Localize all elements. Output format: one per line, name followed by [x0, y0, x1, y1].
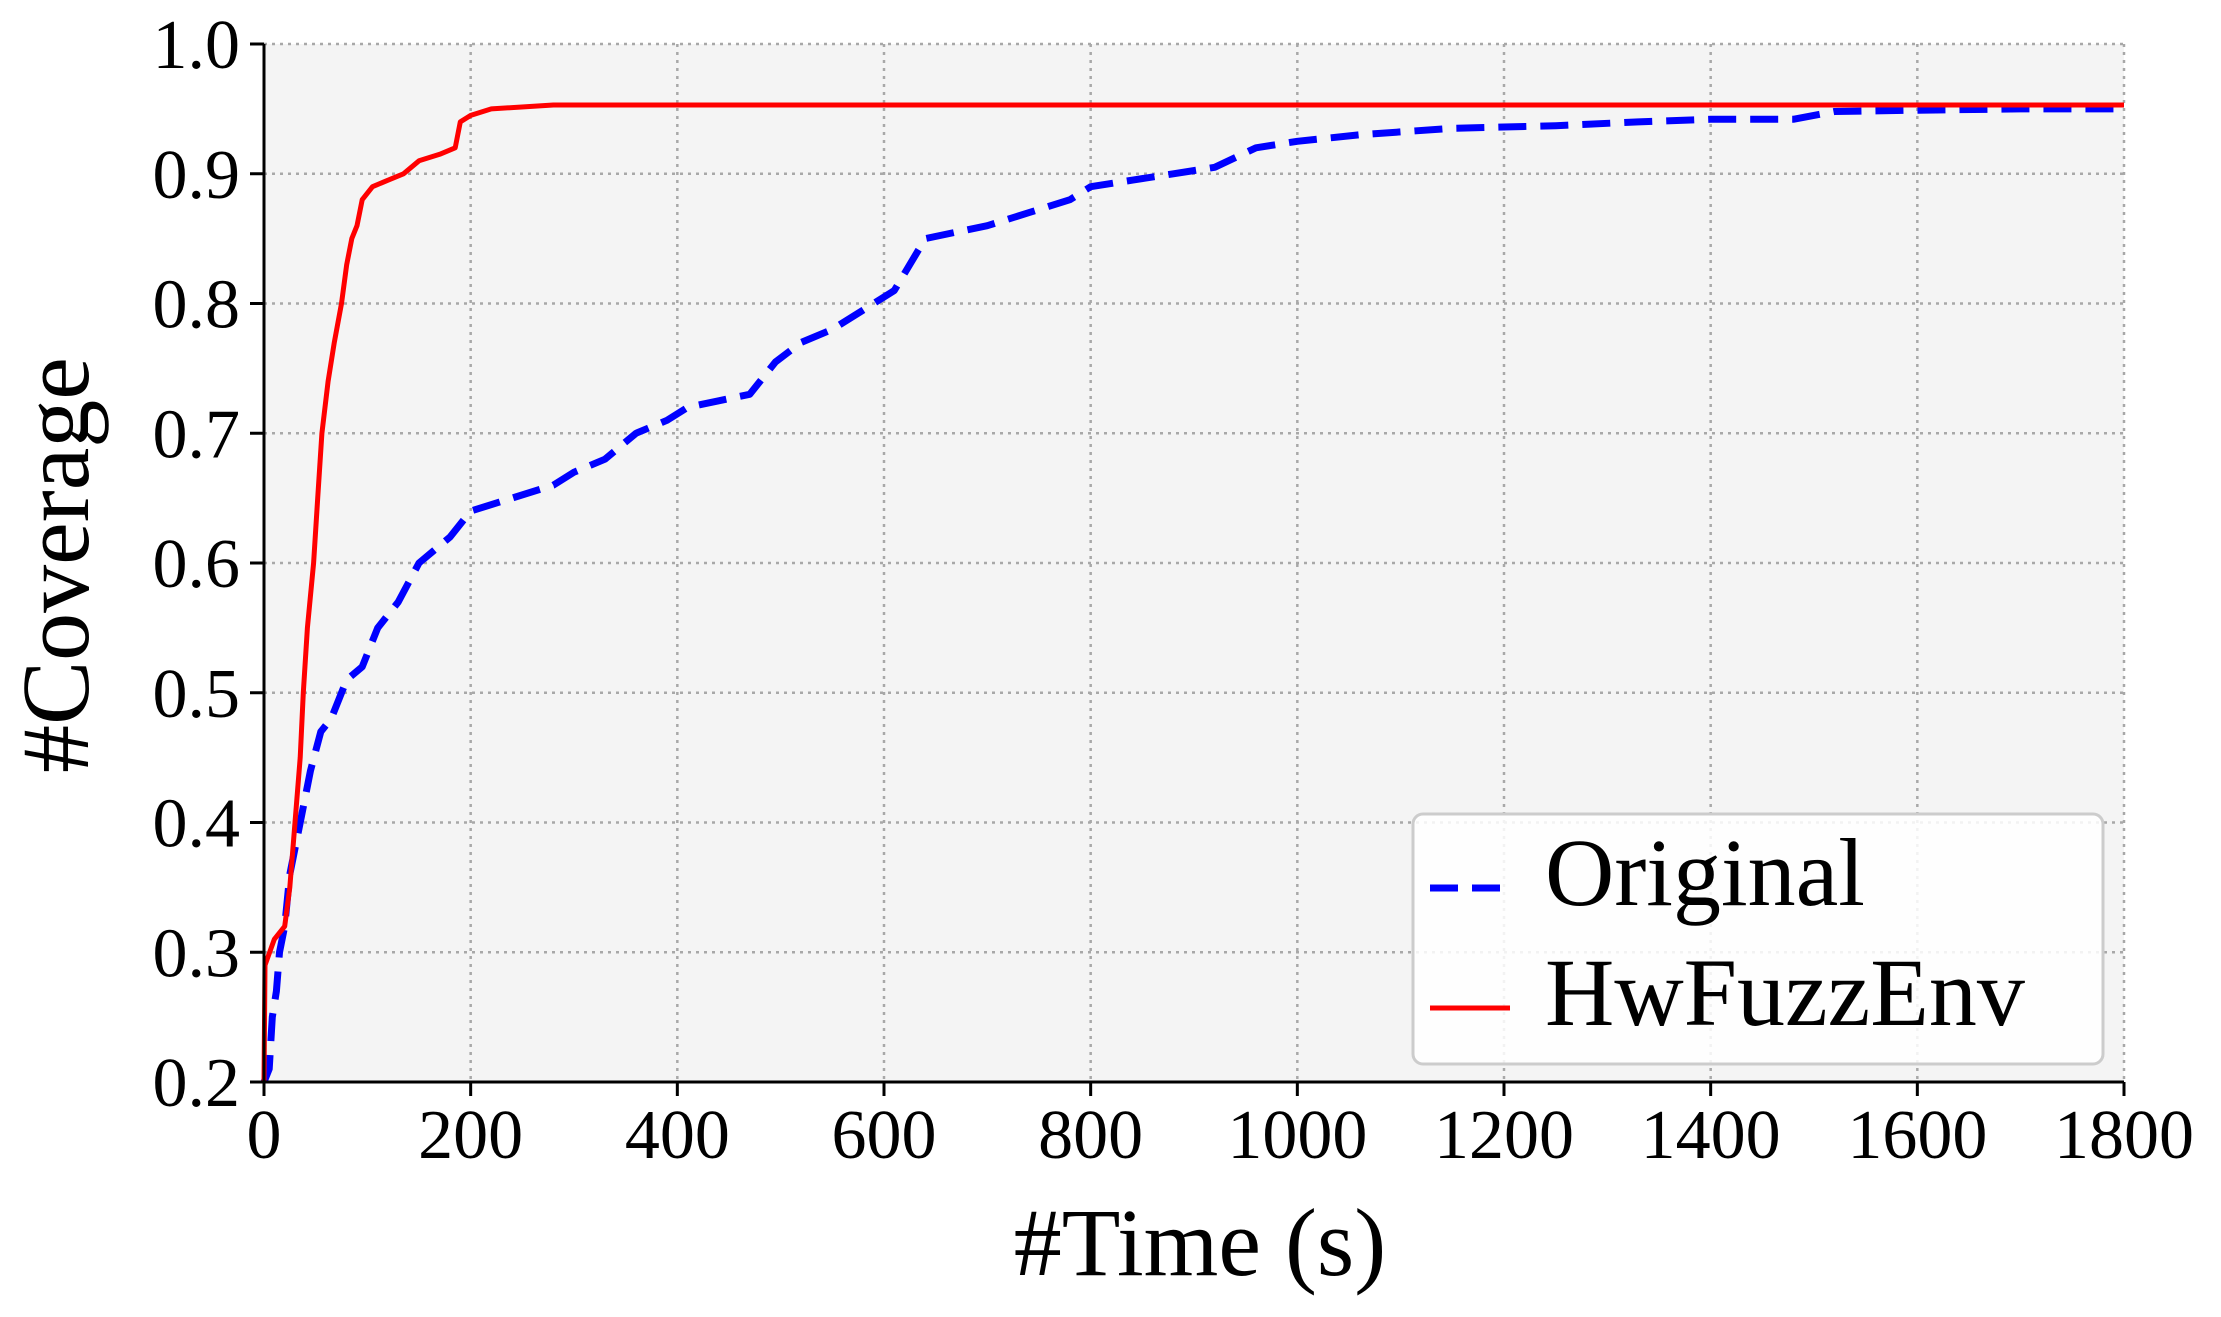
- y-axis: 0.2 0.3 0.4 0.5 0.6 0.7 0.8 0.9 1.0: [153, 7, 264, 1122]
- legend: Original HwFuzzEnv: [1411, 812, 2105, 1066]
- y-axis-title: #Coverage: [2, 357, 109, 773]
- series-line-original: [260, 105, 2124, 1084]
- x-tick-label-8: 1600: [1847, 1097, 1987, 1174]
- x-tick-label-7: 1400: [1641, 1097, 1781, 1174]
- legend-label-original: Original: [1545, 819, 1865, 926]
- x-tick-label-5: 1000: [1227, 1097, 1367, 1174]
- x-tick-label-3: 600: [832, 1097, 937, 1174]
- x-axis-title: #Time (s): [1014, 1189, 1387, 1296]
- legend-label-hwfuzzenv: HwFuzzEnv: [1545, 939, 2025, 1046]
- legend-box: [1411, 812, 2105, 1066]
- series-line-hwfuzzenv: [261, 102, 2124, 1083]
- x-tick-label-9: 1800: [2054, 1097, 2194, 1174]
- y-tick-label-1: 0.3: [153, 915, 241, 992]
- plot-series: [260, 102, 2124, 1084]
- x-axis: 0 200 400 600 800 1000 1200 1400 1600 1800: [247, 1082, 2194, 1174]
- y-tick-label-7: 0.9: [153, 137, 241, 214]
- x-tick-label-2: 400: [625, 1097, 730, 1174]
- x-tick-label-4: 800: [1038, 1097, 1143, 1174]
- x-tick-label-6: 1200: [1434, 1097, 1574, 1174]
- y-tick-label-8: 1.0: [153, 7, 241, 84]
- y-tick-label-5: 0.7: [153, 396, 241, 473]
- y-tick-label-4: 0.6: [153, 526, 241, 603]
- y-tick-label-0: 0.2: [153, 1045, 241, 1122]
- y-tick-label-2: 0.4: [153, 786, 241, 863]
- y-tick-label-6: 0.8: [153, 267, 241, 344]
- x-tick-label-0: 0: [247, 1097, 282, 1174]
- x-tick-label-1: 200: [418, 1097, 523, 1174]
- y-tick-label-3: 0.5: [153, 656, 241, 733]
